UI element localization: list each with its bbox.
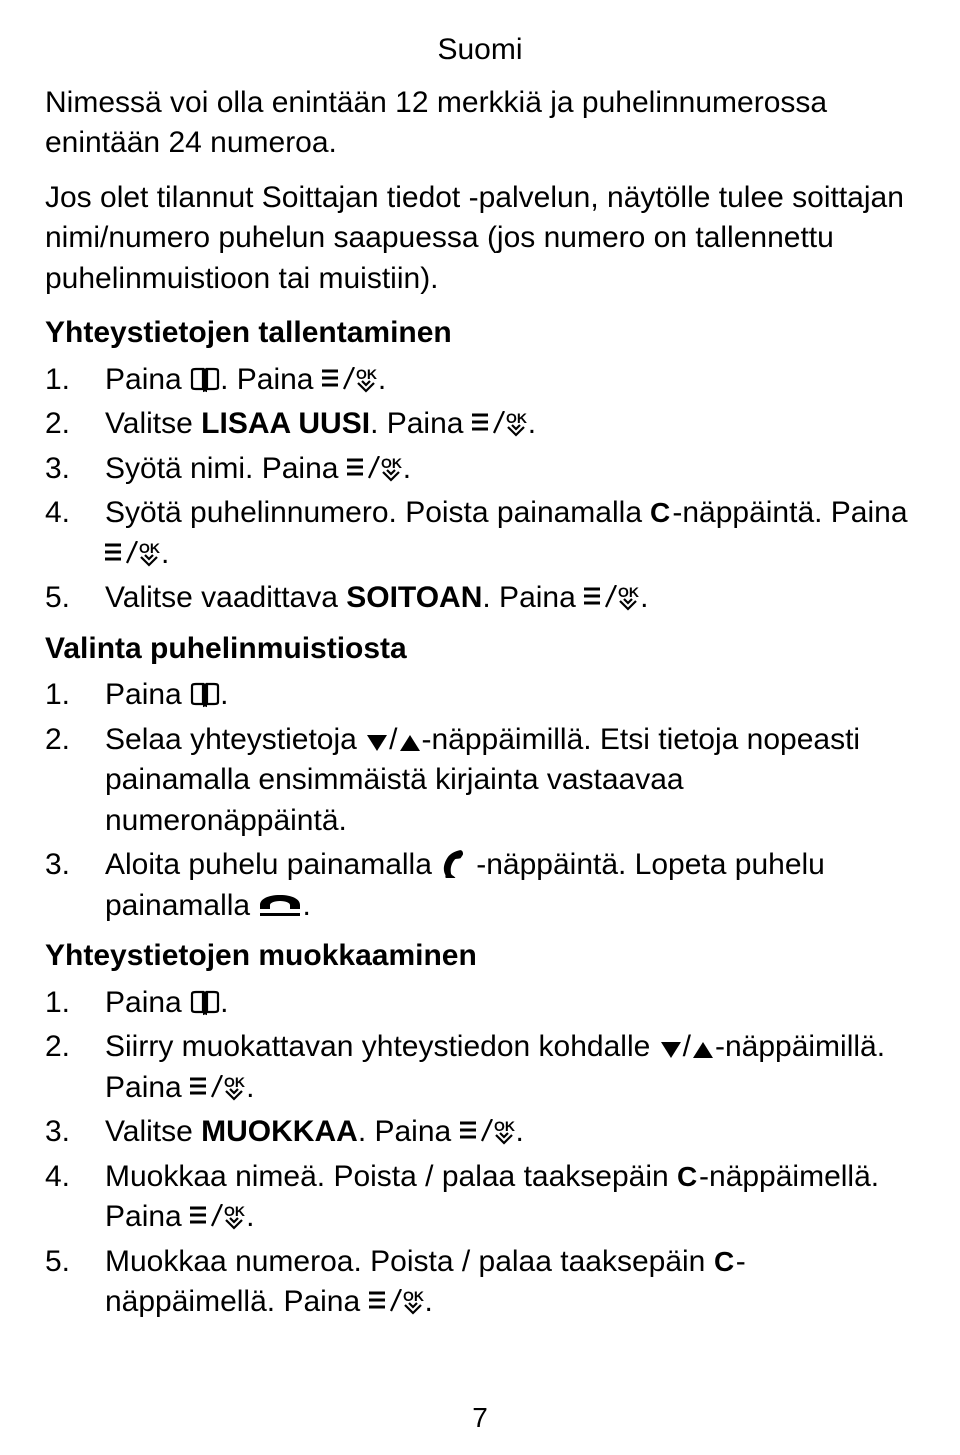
- step-text: Aloita puhelu painamalla -näppäintä. Lop…: [105, 845, 915, 926]
- c-key-icon: [650, 500, 672, 526]
- step-number: 1.: [45, 360, 105, 401]
- step-number: 1.: [45, 983, 105, 1024]
- hangup-icon: [258, 889, 302, 919]
- down-icon: [659, 1040, 683, 1060]
- menu-ok-icon: [584, 585, 640, 611]
- intro-paragraph-1: Nimessä voi olla enintään 12 merkkiä ja …: [45, 83, 915, 164]
- step-number: 5.: [45, 1242, 105, 1283]
- menu-ok-icon: [460, 1119, 516, 1145]
- menu-ok-icon: [472, 411, 528, 437]
- menu-ok-icon: [105, 541, 161, 567]
- bold-label: LISAA UUSI: [201, 407, 370, 440]
- down-icon: [365, 733, 389, 753]
- step-text: Syötä puhelinnumero. Poista painamalla -…: [105, 493, 915, 574]
- step-number: 2.: [45, 404, 105, 445]
- c-key-icon: [714, 1249, 736, 1275]
- section-title-save: Yhteystietojen tallentaminen: [45, 313, 915, 354]
- step-text: Paina . Paina .: [105, 360, 915, 401]
- page-number: 7: [0, 1399, 960, 1437]
- step-number: 2.: [45, 1027, 105, 1068]
- menu-ok-icon: [190, 1075, 246, 1101]
- steps-save: 1. Paina . Paina . 2. Valitse LISAA UUSI…: [45, 360, 915, 619]
- call-icon: [440, 850, 476, 878]
- book-icon: [190, 682, 220, 708]
- step-text: Muokkaa numeroa. Poista / palaa taaksepä…: [105, 1242, 915, 1323]
- menu-ok-icon: [347, 456, 403, 482]
- step-text: Siirry muokattavan yhteystiedon kohdalle…: [105, 1027, 915, 1108]
- step-text: Paina .: [105, 675, 915, 716]
- step-text: Syötä nimi. Paina .: [105, 449, 915, 490]
- book-icon: [190, 990, 220, 1016]
- step-number: 5.: [45, 578, 105, 619]
- step-number: 3.: [45, 1112, 105, 1153]
- step-number: 3.: [45, 845, 105, 886]
- step-text: Valitse vaadittava SOITOAN. Paina .: [105, 578, 915, 619]
- step-number: 4.: [45, 493, 105, 534]
- step-number: 4.: [45, 1157, 105, 1198]
- step-text: Valitse LISAA UUSI. Paina .: [105, 404, 915, 445]
- step-text: Muokkaa nimeä. Poista / palaa taaksepäin…: [105, 1157, 915, 1238]
- language-label: Suomi: [45, 30, 915, 71]
- up-icon: [691, 1040, 715, 1060]
- bold-label: MUOKKAA: [201, 1115, 358, 1148]
- step-number: 2.: [45, 720, 105, 761]
- section-title-dial: Valinta puhelinmuistiosta: [45, 629, 915, 670]
- book-icon: [190, 367, 220, 393]
- step-text: Paina .: [105, 983, 915, 1024]
- step-number: 3.: [45, 449, 105, 490]
- bold-label: SOITOAN: [346, 581, 482, 614]
- menu-ok-icon: [322, 367, 378, 393]
- c-key-icon: [677, 1164, 699, 1190]
- steps-dial: 1. Paina . 2. Selaa yhteystietoja /-näpp…: [45, 675, 915, 926]
- menu-ok-icon: [190, 1204, 246, 1230]
- menu-ok-icon: [369, 1289, 425, 1315]
- step-text: Selaa yhteystietoja /-näppäimillä. Etsi …: [105, 720, 915, 842]
- steps-edit: 1. Paina . 2. Siirry muokattavan yhteyst…: [45, 983, 915, 1323]
- up-icon: [398, 733, 422, 753]
- section-title-edit: Yhteystietojen muokkaaminen: [45, 936, 915, 977]
- step-number: 1.: [45, 675, 105, 716]
- step-text: Valitse MUOKKAA. Paina .: [105, 1112, 915, 1153]
- manual-page: Suomi Nimessä voi olla enintään 12 merkk…: [0, 0, 960, 1455]
- intro-paragraph-2: Jos olet tilannut Soittajan tiedot -palv…: [45, 178, 915, 300]
